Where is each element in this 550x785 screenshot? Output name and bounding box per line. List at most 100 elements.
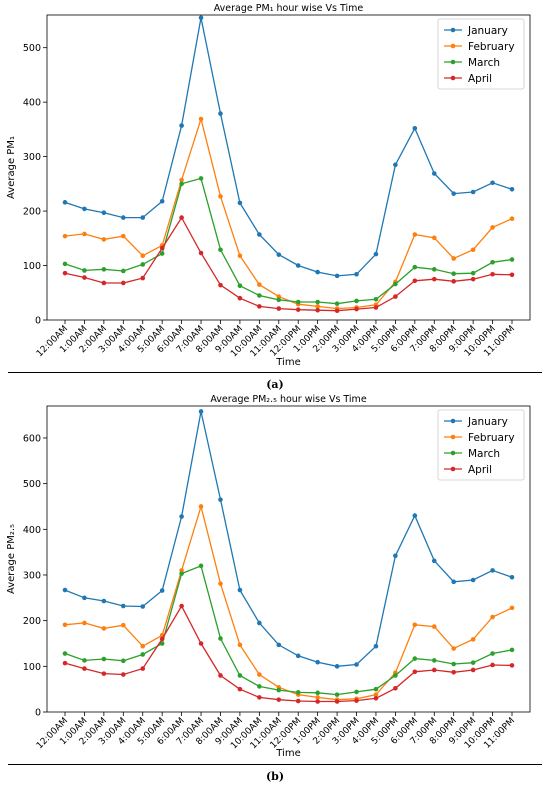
data-point-february [257,672,262,677]
data-point-march [218,247,223,253]
y-tick-label: 300 [23,152,41,163]
data-point-january [159,198,165,204]
data-point-april [159,245,165,251]
data-point-january [509,186,515,192]
data-point-march [101,267,107,272]
data-point-january [334,273,340,279]
data-point-january [198,409,204,414]
data-point-january [393,162,398,168]
data-point-march [159,641,165,646]
data-point-april [509,272,515,278]
data-point-april [412,278,418,284]
data-point-february [470,637,476,642]
data-point-february [198,504,204,509]
data-point-february [431,235,437,241]
data-point-march [354,298,359,304]
data-point-january [276,642,282,648]
panel-divider-bottom [8,764,542,765]
data-point-april [431,276,437,282]
data-point-february [101,626,107,631]
data-point-january [412,513,418,518]
data-point-april [198,641,204,646]
data-point-february [276,294,282,299]
y-tick-label: 600 [23,433,41,444]
data-point-february [509,605,515,611]
data-point-january [179,514,184,519]
data-point-february [82,231,87,237]
legend-label-march: March [468,448,500,460]
data-point-january [431,171,437,176]
data-point-march [237,283,243,288]
data-point-march [431,267,437,272]
data-point-january [276,252,282,257]
data-point-january [334,664,340,669]
y-tick-label: 400 [23,98,41,109]
data-point-march [470,660,476,665]
data-point-january [412,125,418,131]
data-point-february [62,233,68,239]
series-line-march [64,565,513,696]
data-point-february [218,194,223,199]
data-point-april [354,306,359,312]
data-point-march [121,268,126,274]
chart-title: Average PM₂.₅ hour wise Vs Time [210,394,366,405]
series-line-january [64,411,513,667]
data-point-march [276,687,282,693]
data-point-february [315,695,320,700]
y-tick-label: 500 [23,43,41,54]
data-point-march [412,264,418,270]
data-point-january [101,598,107,604]
data-point-march [334,301,340,306]
data-point-march [393,281,398,287]
data-point-march [276,297,282,303]
data-point-april [121,672,126,677]
data-point-april [101,280,107,286]
data-point-january [470,189,476,195]
data-point-april [179,215,184,220]
data-point-january [140,604,146,609]
legend-box [437,409,525,481]
data-point-january [237,200,243,206]
data-point-march [82,268,87,273]
data-point-april [490,662,495,668]
data-point-march [509,647,515,653]
y-tick-label: 200 [23,616,41,627]
data-point-march [198,563,204,569]
data-point-april [393,685,398,691]
data-point-april [470,667,476,673]
data-point-february [62,622,68,628]
data-point-march [373,297,379,302]
chart-pm1: Average PM₁ hour wise Vs Time 0 100 200 300 4… [6,3,531,368]
legend-label-january: January [467,416,508,428]
data-point-january [295,653,301,659]
data-point-february [490,614,495,620]
data-point-april [62,660,68,666]
data-point-february [179,568,184,573]
data-point-march [101,656,107,662]
data-point-april [276,697,282,702]
data-point-april [82,275,87,280]
data-point-april [140,666,146,671]
series-line-april [64,216,513,312]
data-point-january [140,215,146,220]
data-point-february [257,282,262,287]
data-point-april [257,304,262,309]
data-point-april [490,271,495,277]
data-point-april [354,698,359,703]
data-point-april [509,663,515,668]
data-point-january [470,577,476,583]
data-point-march [354,689,359,695]
data-point-april [276,306,282,311]
series-line-april [64,604,513,703]
data-point-january [218,497,223,502]
data-point-april [315,699,320,704]
data-point-january [295,263,301,268]
y-axis-label: Average PM₂.₅ [6,524,17,594]
data-point-march [451,661,456,667]
data-point-march [295,690,301,695]
data-point-april [470,276,476,282]
legend-label-february: February [468,41,515,53]
data-point-february [82,620,87,626]
data-point-march [334,692,340,697]
